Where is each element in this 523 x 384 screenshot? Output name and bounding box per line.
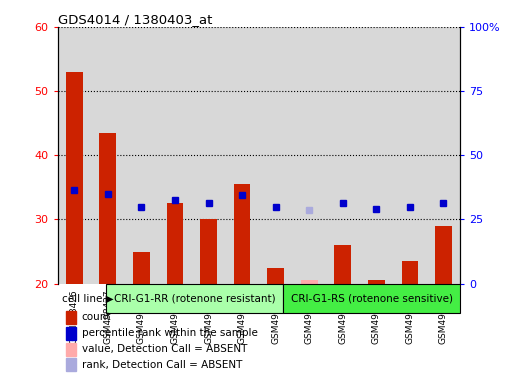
Bar [65, 343, 76, 356]
Bar [124, 27, 158, 284]
Bar [334, 245, 351, 284]
Text: value, Detection Call = ABSENT: value, Detection Call = ABSENT [82, 344, 247, 354]
Bar [106, 284, 283, 313]
Bar [402, 261, 418, 284]
Bar [292, 27, 326, 284]
Text: cell line ▶: cell line ▶ [62, 293, 113, 303]
Text: rank, Detection Call = ABSENT: rank, Detection Call = ABSENT [82, 360, 242, 370]
Text: percentile rank within the sample: percentile rank within the sample [82, 328, 257, 338]
Bar [267, 268, 284, 284]
Bar [99, 133, 116, 284]
Bar [192, 27, 225, 284]
Bar [133, 252, 150, 284]
Bar [259, 27, 292, 284]
Bar [167, 204, 184, 284]
Bar [66, 72, 83, 284]
Bar [301, 280, 317, 284]
Bar [65, 358, 76, 371]
Bar [158, 27, 192, 284]
Bar [65, 327, 76, 340]
Bar [225, 27, 259, 284]
Bar [91, 27, 124, 284]
Text: CRI-G1-RS (rotenone sensitive): CRI-G1-RS (rotenone sensitive) [291, 293, 452, 303]
Bar [368, 280, 385, 284]
Bar [283, 284, 460, 313]
Bar [58, 27, 91, 284]
Text: CRI-G1-RR (rotenone resistant): CRI-G1-RR (rotenone resistant) [113, 293, 275, 303]
Bar [427, 27, 460, 284]
Bar [234, 184, 251, 284]
Text: GDS4014 / 1380403_at: GDS4014 / 1380403_at [58, 13, 212, 26]
Bar [326, 27, 360, 284]
Bar [200, 219, 217, 284]
Bar [360, 27, 393, 284]
Bar [435, 226, 452, 284]
Bar [393, 27, 427, 284]
Bar [65, 311, 76, 324]
Text: count: count [82, 312, 111, 323]
